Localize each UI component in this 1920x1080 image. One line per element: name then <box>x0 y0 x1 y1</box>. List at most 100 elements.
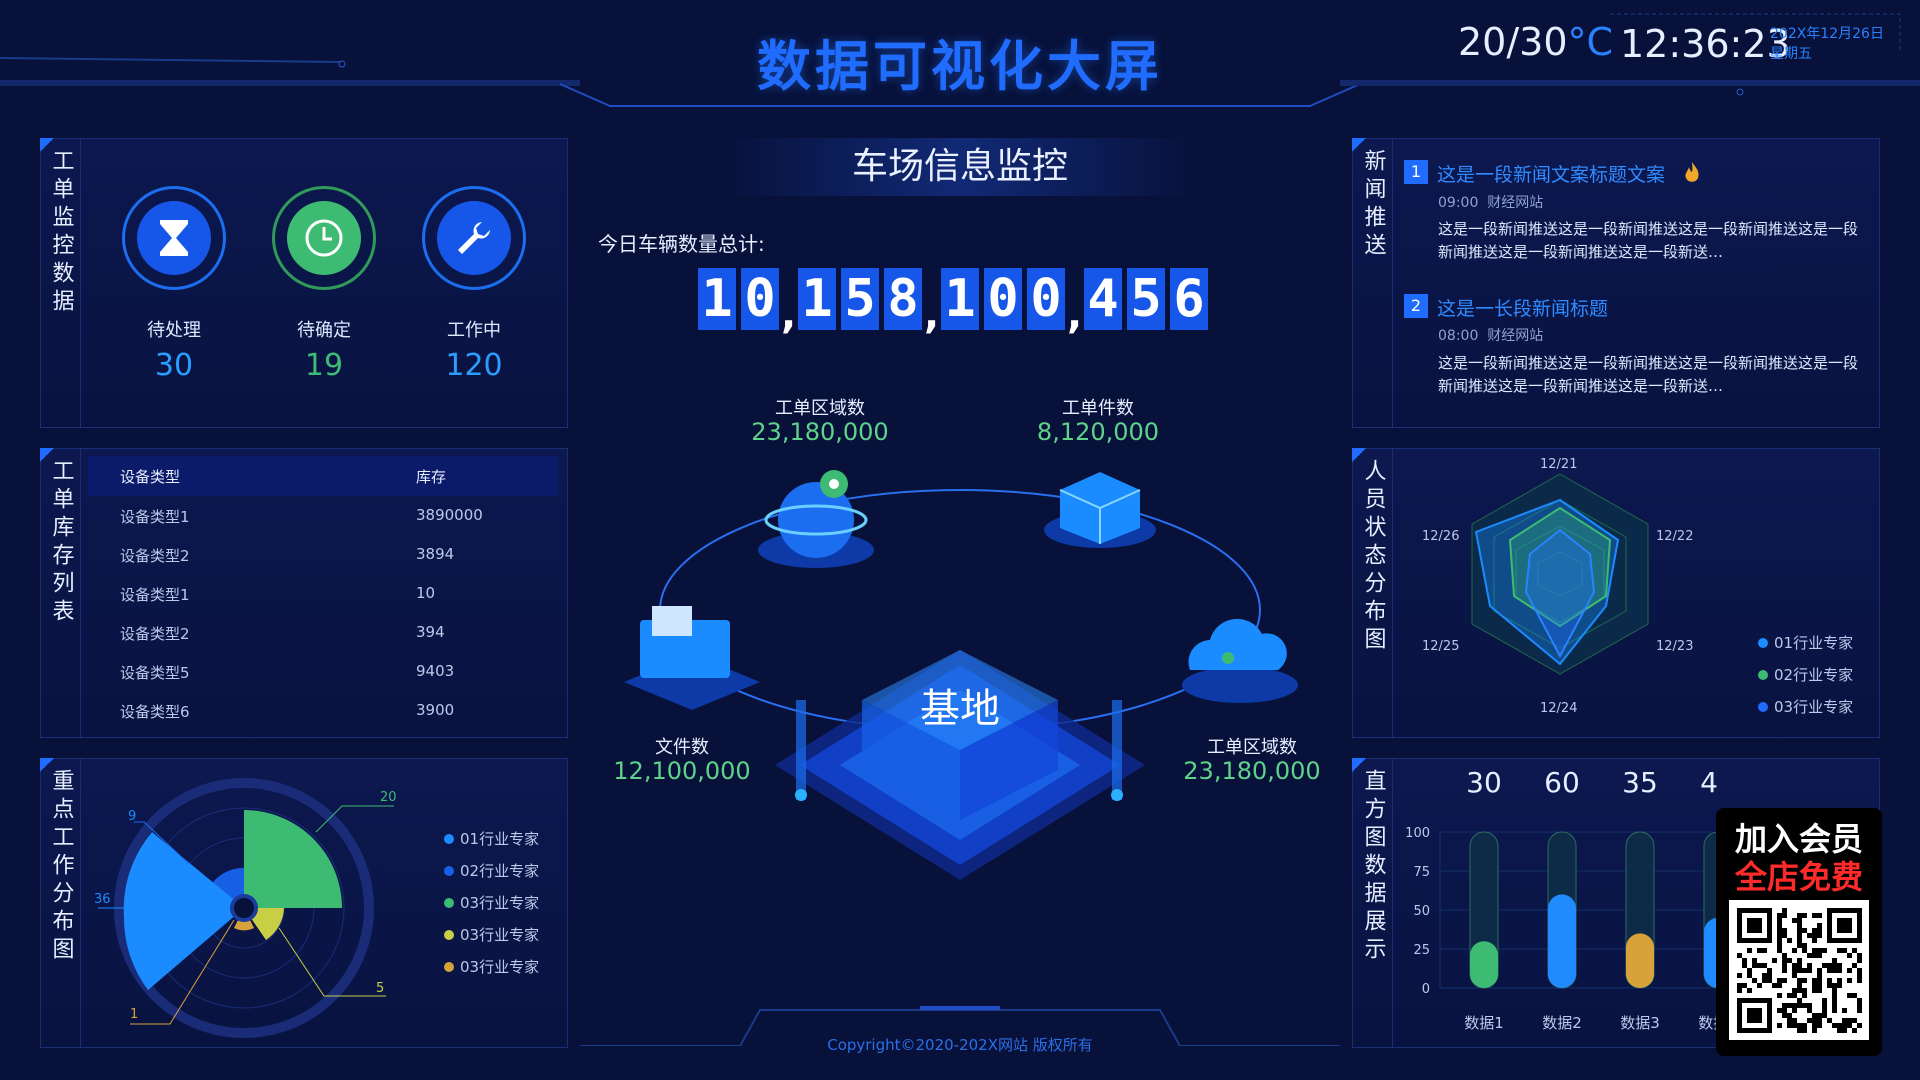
table-cell-stock: 394 <box>416 623 445 641</box>
y-tick-label: 25 <box>1413 943 1430 958</box>
radar-series-01 <box>1474 498 1620 666</box>
promo-card[interactable]: 加入会员 全店免费 <box>1716 808 1882 1056</box>
panel-title: 工单监控数据 <box>41 139 81 427</box>
radar-series-02 <box>1508 506 1612 628</box>
bar[interactable] <box>1626 933 1654 988</box>
copyright: Copyright©2020-202X网站 版权所有 <box>827 1036 1093 1054</box>
rose-label-36: 36 <box>94 892 111 907</box>
radar-axis-label: 12/25 <box>1422 639 1459 654</box>
table-cell-stock: 3900 <box>416 701 455 719</box>
legend-dot <box>444 865 454 876</box>
metric-label-area-top: 工单区域数 <box>775 398 865 419</box>
legend-item[interactable]: 03行业专家 <box>1758 696 1853 717</box>
legend-item[interactable]: 03行业专家 <box>444 892 539 913</box>
legend-dot <box>444 961 454 972</box>
bar-value-label: 60 <box>1544 766 1580 799</box>
y-tick-label: 50 <box>1413 904 1430 919</box>
legend-item[interactable]: 01行业专家 <box>444 828 539 849</box>
radar-axis-label: 12/23 <box>1656 639 1693 654</box>
news-body-1: 这是一段新闻推送这是一段新闻推送这是一段新闻推送这是一段新闻推送这是一段新闻推送… <box>1438 220 1859 261</box>
table-cell-type: 设备类型5 <box>120 664 190 682</box>
date-block: 202X年12月26日 星期五 <box>1770 24 1884 64</box>
news-title-1[interactable]: 这是一段新闻文案标题文案 <box>1437 164 1666 186</box>
legend-label: 01行业专家 <box>460 830 540 848</box>
temperature-unit: °C <box>1567 20 1614 64</box>
panel-title: 新闻推送 <box>1353 139 1393 427</box>
metric-value-area-top: 23,180,000 <box>751 418 889 446</box>
stat-label-pending: 待处理 <box>147 320 201 341</box>
rose-label-1: 1 <box>130 1007 138 1022</box>
page-title: 数据可视化大屏 <box>757 35 1163 98</box>
legend-item[interactable]: 03行业专家 <box>444 924 539 945</box>
metric-label-orders: 工单件数 <box>1062 398 1134 419</box>
counter-digit: 0 <box>1027 268 1065 330</box>
table-cell-stock: 3894 <box>416 545 455 563</box>
metric-label-files: 文件数 <box>655 737 709 758</box>
rose-label-20: 20 <box>380 790 397 805</box>
news-source: 财经网站 <box>1487 328 1544 344</box>
news-meta-1: 09:00 财经网站 <box>1438 192 1543 212</box>
legend-item[interactable]: 03行业专家 <box>444 956 539 977</box>
legend-item[interactable]: 01行业专家 <box>1758 632 1853 653</box>
table-cell-type: 设备类型2 <box>120 547 190 565</box>
bar[interactable] <box>1470 941 1498 988</box>
counter-digit: 8 <box>884 268 922 330</box>
header-frame <box>0 13 1920 107</box>
y-tick-label: 75 <box>1413 865 1430 880</box>
table-cell-stock: 10 <box>416 584 436 602</box>
vehicle-count-label: 今日车辆数量总计: <box>598 232 765 256</box>
legend-label: 03行业专家 <box>1774 698 1854 716</box>
temperature: 20/30°C <box>1458 20 1613 64</box>
news-number-2: 2 <box>1404 294 1428 318</box>
legend-item[interactable]: 02行业专家 <box>1758 664 1853 685</box>
clock-icon <box>305 219 343 257</box>
legend-label: 02行业专家 <box>460 862 540 880</box>
metric-value-files: 12,100,000 <box>613 757 751 785</box>
table-cell-type: 设备类型6 <box>120 703 190 721</box>
legend-dot <box>444 833 454 844</box>
rose-slice-01 <box>123 832 244 990</box>
wrench-icon <box>458 222 490 254</box>
panel-title: 人员状态分布图 <box>1353 449 1393 737</box>
counter-digit: 1 <box>941 268 979 330</box>
hourglass-icon <box>160 220 188 256</box>
pending-ring <box>122 186 226 290</box>
counter-separator: , <box>781 292 797 338</box>
news-meta-2: 08:00 财经网站 <box>1438 325 1543 345</box>
qr-code <box>1729 900 1869 1040</box>
stat-value-to-confirm: 19 <box>304 348 344 383</box>
to-confirm-ring <box>272 186 376 290</box>
panel-title: 直方图数据展示 <box>1353 759 1393 1047</box>
y-tick-label: 100 <box>1405 826 1430 841</box>
counter-digit: 0 <box>984 268 1022 330</box>
counter-digit: 5 <box>1127 268 1165 330</box>
weekday-text: 星期五 <box>1770 46 1812 62</box>
counter-digit: 5 <box>841 268 879 330</box>
footer-frame <box>580 1006 1340 1046</box>
radar-axis-label: 12/21 <box>1540 457 1577 472</box>
x-tick-label: 数据1 <box>1464 1014 1504 1032</box>
table-cell-stock: 3890000 <box>416 506 483 524</box>
stat-label-to-confirm: 待确定 <box>297 320 351 341</box>
counter-digit: 1 <box>698 268 736 330</box>
legend-dot <box>444 929 454 940</box>
legend-item[interactable]: 02行业专家 <box>444 860 539 881</box>
promo-line-2: 全店免费 <box>1734 858 1863 896</box>
metric-value-orders: 8,120,000 <box>1036 418 1160 446</box>
metric-label-area-right: 工单区域数 <box>1207 737 1297 758</box>
rose-slice-03 <box>244 810 342 908</box>
counter-digit: 4 <box>1084 268 1122 330</box>
news-title-2[interactable]: 这是一长段新闻标题 <box>1437 298 1609 320</box>
news-body-2: 这是一段新闻推送这是一段新闻推送这是一段新闻推送这是一段新闻推送这是一段新闻推送… <box>1438 354 1859 395</box>
legend-dot <box>444 897 454 908</box>
counter-separator: , <box>924 292 940 338</box>
inventory-panel: 工单库存列表 <box>40 448 568 738</box>
y-tick-label: 0 <box>1422 982 1430 997</box>
globe-icon <box>778 482 854 558</box>
personnel-radar-chart: 12/21 12/22 12/23 12/24 12/25 12/26 <box>1422 457 1693 716</box>
counter-digit: 1 <box>798 268 836 330</box>
news-number-1: 1 <box>1404 160 1428 184</box>
bar[interactable] <box>1548 894 1576 988</box>
legend-label: 03行业专家 <box>460 958 540 976</box>
legend-dot <box>1758 637 1768 648</box>
